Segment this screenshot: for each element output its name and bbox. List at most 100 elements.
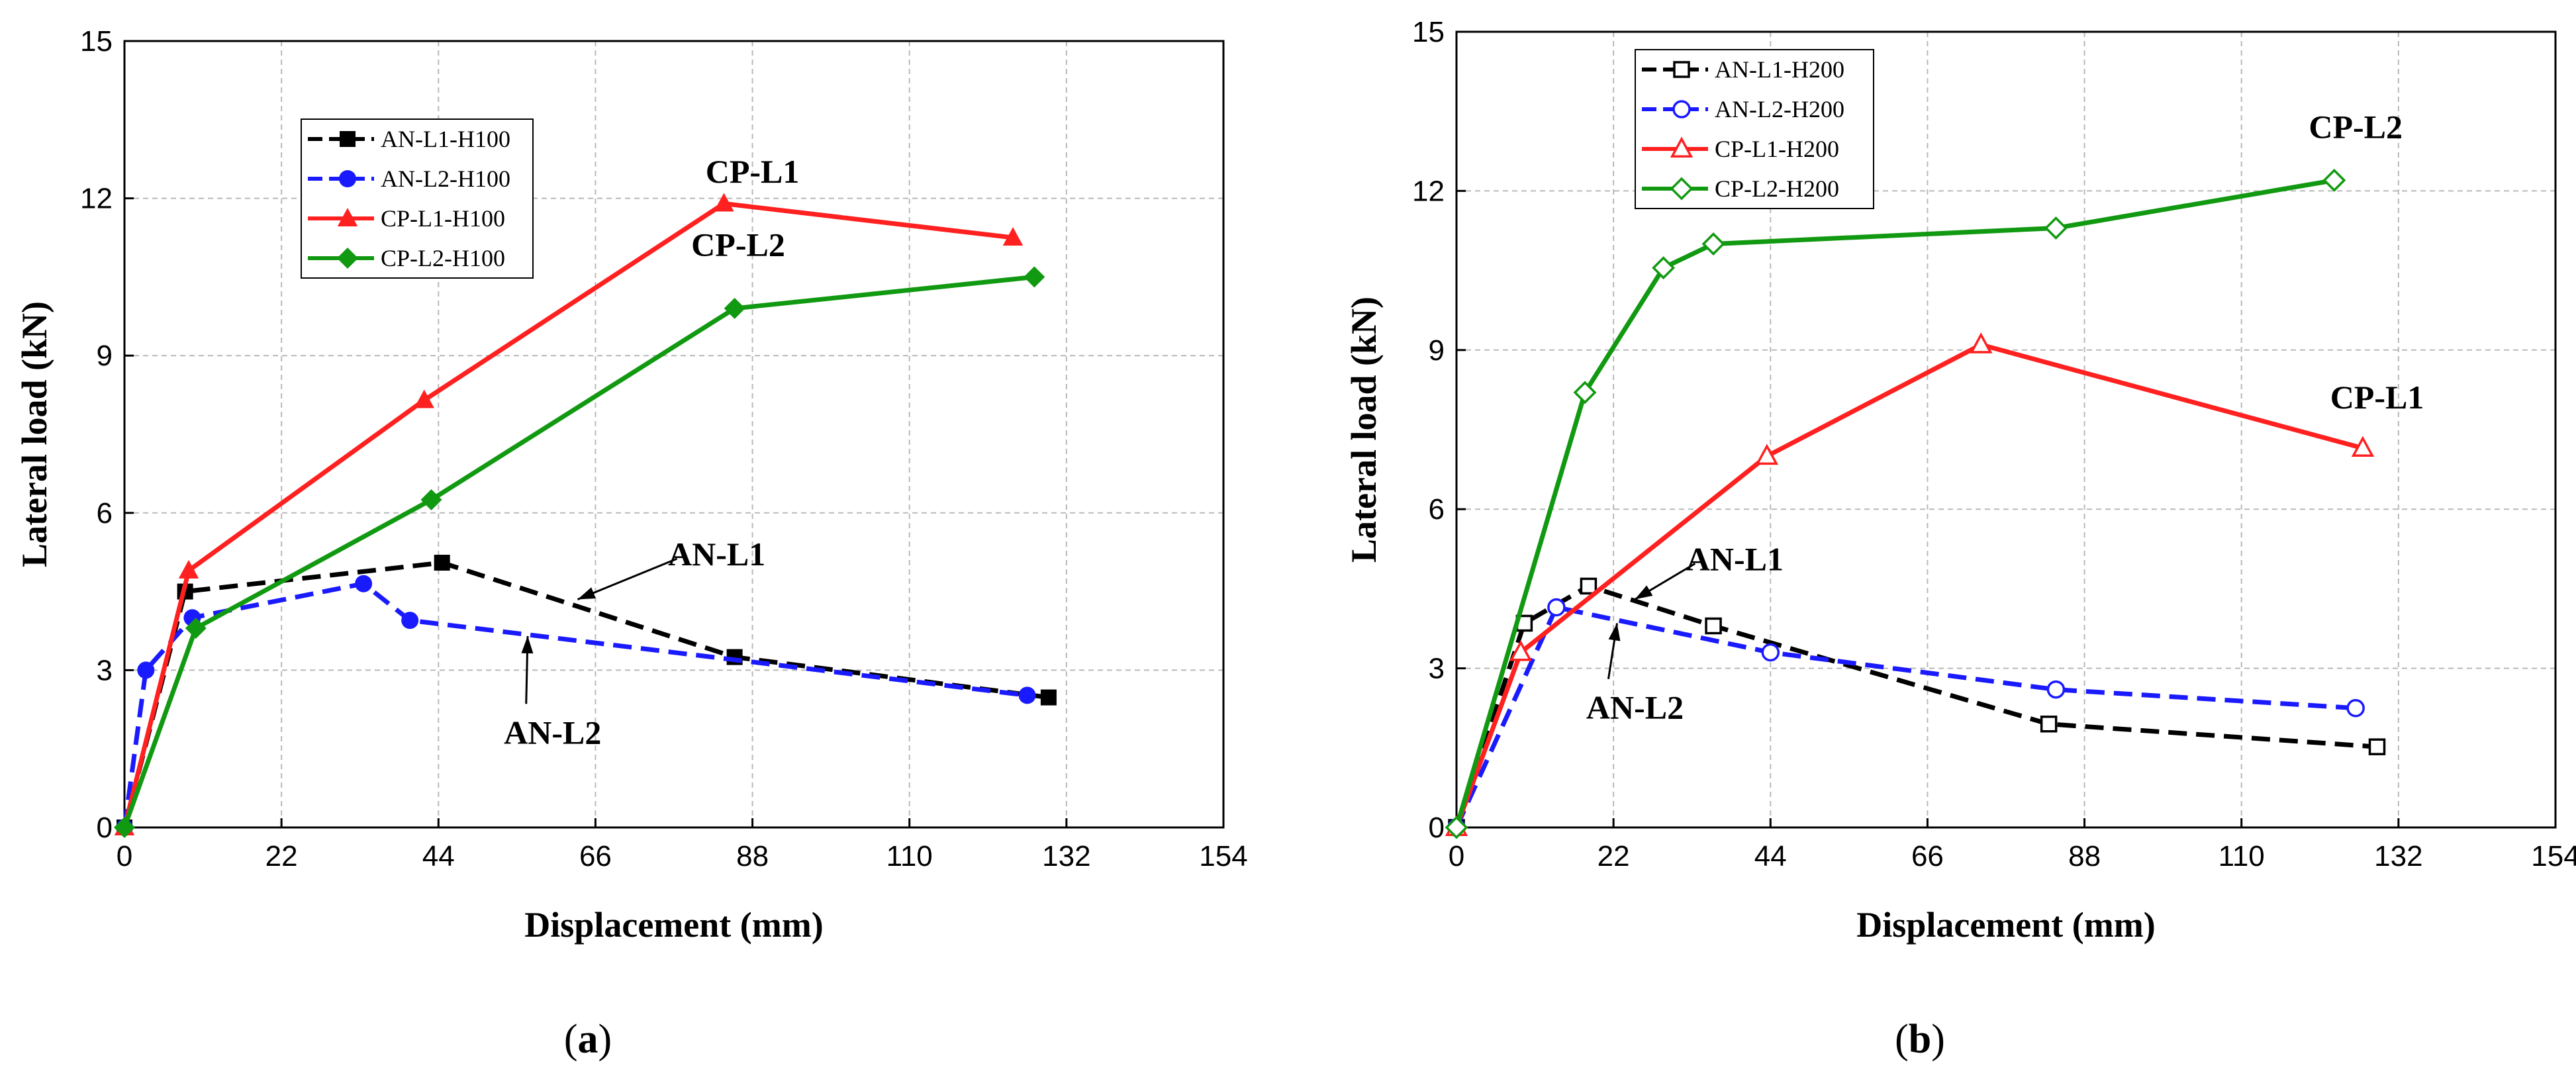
x-tick-label: 44 [1754, 840, 1787, 872]
data-point [1705, 617, 1722, 635]
data-point [1445, 816, 1468, 839]
x-axis-title: Displacement (mm) [1856, 905, 2155, 945]
legend-swatch-marker [337, 208, 358, 226]
y-tick-label: 12 [1412, 175, 1445, 207]
annotation-label: CP-L2 [691, 226, 785, 263]
annotation-label: AN-L1 [668, 536, 765, 573]
data-point [178, 559, 199, 579]
series-AN-L2-H100 [116, 575, 1036, 836]
annotation-label: AN-L2 [1586, 689, 1684, 726]
data-point [2040, 715, 2058, 733]
x-tick-label: 66 [1911, 840, 1944, 872]
y-tick-label: 3 [97, 654, 113, 686]
data-point [1018, 686, 1036, 704]
y-tick-label: 12 [80, 183, 113, 215]
data-point [1701, 232, 1725, 256]
data-point [2046, 680, 2066, 699]
annotation-arrow [521, 635, 534, 704]
annotation-label: CP-L2 [2309, 108, 2403, 145]
x-tick-label: 110 [2218, 840, 2265, 872]
x-tick-label: 154 [2531, 840, 2576, 872]
series-line [122, 560, 1049, 828]
data-point [1002, 227, 1024, 246]
data-point [420, 489, 442, 510]
data-point [401, 612, 419, 630]
caption-letter: a [578, 1017, 598, 1062]
data-point [114, 817, 135, 838]
data-point [2322, 168, 2346, 192]
legend-swatch-marker [1670, 136, 1693, 158]
panel-caption: (a) [564, 1017, 612, 1062]
caption-paren-close: ) [1931, 1017, 1945, 1062]
x-tick-label: 132 [2374, 840, 2422, 872]
x-tick-label: 88 [2068, 840, 2101, 872]
data-point [2368, 738, 2386, 755]
data-point [434, 555, 450, 571]
legend-label: AN-L2-H100 [381, 165, 510, 192]
caption-paren-close: ) [598, 1017, 612, 1062]
annotation-arrow [1634, 563, 1696, 600]
data-point [1580, 577, 1598, 595]
legend-label: CP-L2-H200 [1715, 175, 1839, 202]
data-point [2044, 216, 2068, 240]
data-point [714, 193, 734, 212]
legend-label: CP-L1-H200 [1715, 136, 1839, 162]
y-tick-label: 15 [80, 25, 113, 58]
data-point [1761, 643, 1780, 662]
x-tick-label: 0 [1449, 840, 1464, 872]
plot-frame [1455, 30, 2557, 829]
data-point [1970, 332, 1993, 353]
caption-paren-open: ( [1895, 1017, 1909, 1062]
legend-label: AN-L1-H100 [381, 126, 510, 152]
x-tick-label: 110 [886, 840, 933, 872]
annotation-label: AN-L1 [1686, 540, 1784, 577]
chart-panel-b: 0 22 44 66 88 110 132 154 0 3 6 9 12 15 Displacement (… [1344, 16, 2576, 1062]
series-CP-L2-H100 [114, 266, 1045, 838]
legend-swatch-marker [339, 170, 356, 187]
data-point [1652, 256, 1676, 280]
legend-label: CP-L2-H100 [381, 245, 505, 271]
data-point [414, 389, 434, 408]
annotation-arrow [1607, 623, 1621, 679]
data-point [355, 575, 373, 592]
legend-label: CP-L1-H100 [381, 205, 505, 232]
series-CP-L2-H200 [1445, 168, 2346, 839]
legend-swatch-marker [340, 131, 356, 147]
data-point [2346, 698, 2365, 718]
legend: AN-L1-H100 AN-L2-H100 CP-L1-H100 CP-L2-H100 [301, 118, 534, 279]
y-tick-label: 9 [97, 340, 113, 372]
legend-swatch-marker [1672, 100, 1691, 118]
data-point [1547, 598, 1566, 617]
x-tick-label: 44 [422, 840, 455, 872]
x-tick-label: 0 [117, 840, 132, 872]
legend-label: AN-L2-H200 [1715, 96, 1844, 122]
legend: AN-L1-H200 AN-L2-H200 CP-L1-H200 CP-L2-H200 [1635, 49, 1874, 209]
arrow-shaft [577, 557, 678, 600]
x-tick-label: 154 [1199, 840, 1247, 872]
y-tick-label: 0 [97, 812, 113, 844]
data-point [137, 661, 155, 679]
y-tick-label: 6 [97, 497, 113, 530]
y-tick-label: 9 [1429, 334, 1445, 367]
data-point [724, 297, 745, 319]
legend-swatch-marker [1670, 177, 1693, 201]
y-tick-label: 0 [1429, 812, 1445, 844]
arrow-head [1635, 585, 1653, 600]
data-point [2351, 436, 2375, 457]
x-tick-label: 22 [1598, 840, 1630, 872]
plot-frame [123, 40, 1225, 829]
y-tick-label: 15 [1412, 16, 1445, 48]
legend-swatch-marker [1673, 61, 1690, 78]
arrow-head [1608, 623, 1621, 641]
y-tick-label: 3 [1429, 653, 1445, 685]
legend-swatch-marker [337, 248, 358, 269]
data-point [185, 618, 207, 639]
panel-caption: (b) [1895, 1017, 1945, 1062]
data-point [1755, 444, 1779, 465]
data-point [1040, 689, 1057, 706]
x-tick-label: 88 [736, 840, 769, 872]
y-axis-title: Lateral load (kN) [15, 301, 54, 567]
series-line [122, 581, 1027, 828]
x-tick-label: 22 [265, 840, 298, 872]
